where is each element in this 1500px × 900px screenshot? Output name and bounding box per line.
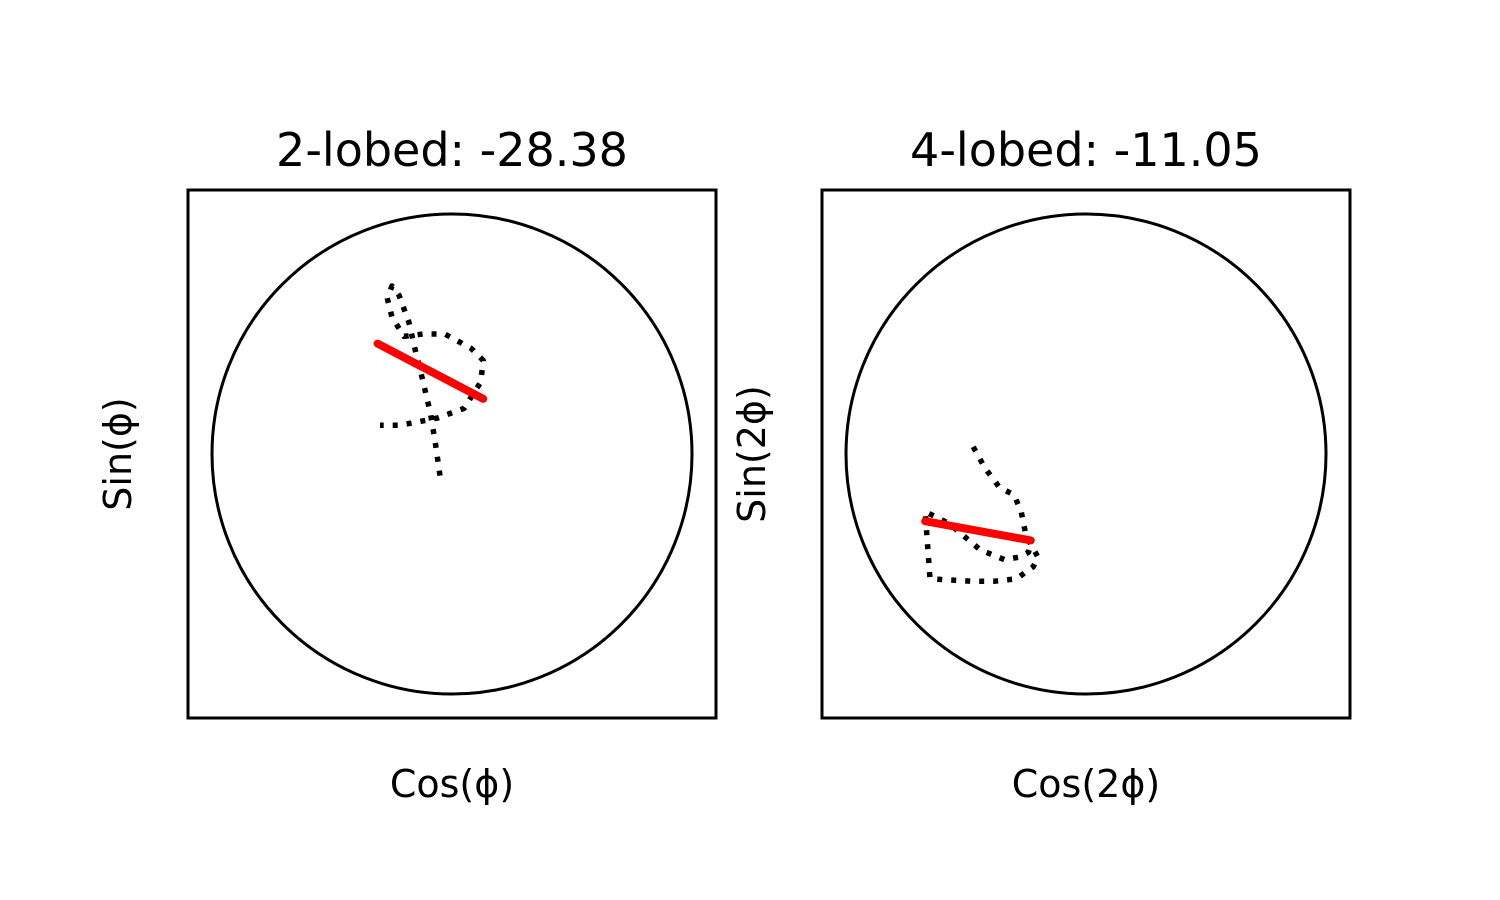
axes-frame	[820, 188, 1352, 720]
trajectory-series	[922, 445, 1041, 584]
panel-2-lobed: 2-lobed: -28.38 Cos(ϕ) Sin(ϕ)	[96, 123, 718, 806]
y-axis-label: Sin(2ϕ)	[730, 385, 774, 523]
mean-vector-line	[921, 517, 1035, 545]
series-layer	[921, 445, 1041, 584]
unit-circle	[844, 212, 1328, 696]
unit-circle	[210, 212, 694, 696]
axes-frame	[186, 188, 718, 720]
x-axis-label: Cos(ϕ)	[390, 762, 514, 806]
mean-vector-line	[373, 339, 488, 403]
x-axis-label: Cos(2ϕ)	[1012, 762, 1160, 806]
panel-title: 2-lobed: -28.38	[276, 123, 628, 177]
panel-4-lobed: 4-lobed: -11.05 Cos(2ϕ) Sin(2ϕ)	[730, 123, 1352, 806]
y-axis-label: Sin(ϕ)	[96, 397, 140, 510]
series-layer	[373, 283, 488, 476]
trajectory-series	[380, 283, 486, 476]
panel-title: 4-lobed: -11.05	[910, 123, 1262, 177]
